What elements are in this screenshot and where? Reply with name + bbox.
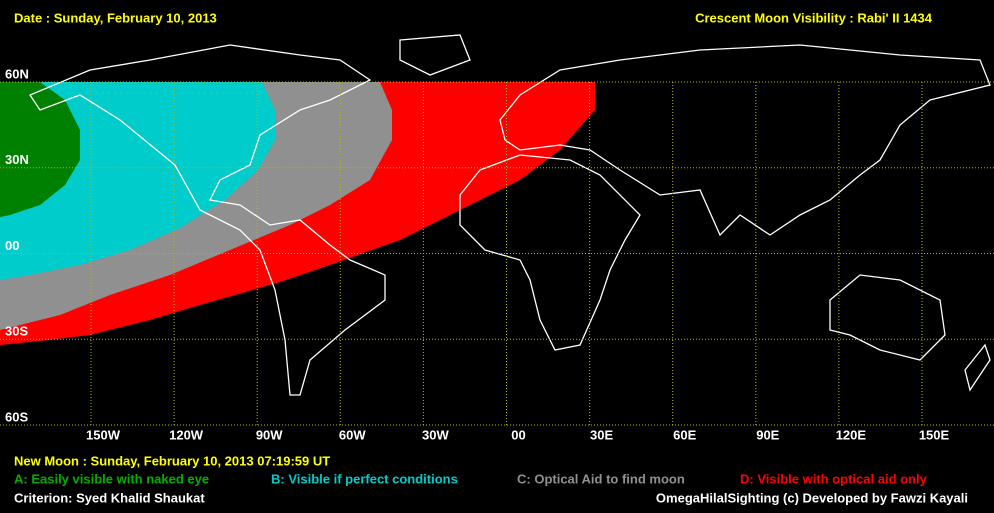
lat-label: 30S — [5, 324, 28, 339]
lon-label: 90E — [756, 427, 779, 442]
lat-label: 60N — [5, 66, 29, 81]
greenland — [399, 34, 471, 76]
title: Crescent Moon Visibility : Rabi' II 1434 — [695, 10, 933, 25]
lon-label: 30W — [422, 427, 449, 442]
legend-item: D: Visible with optical aid only — [740, 471, 928, 486]
lon-label: 120W — [169, 427, 204, 442]
eurasia — [499, 44, 991, 237]
lat-label: 60S — [5, 409, 28, 424]
new-zealand — [964, 343, 991, 392]
legend-item: B: Visible if perfect conditions — [271, 471, 458, 486]
lon-label: 60E — [673, 427, 696, 442]
lon-label: 150E — [919, 427, 950, 442]
credits: OmegaHilalSighting (c) Developed by Fawz… — [656, 490, 968, 505]
americas — [29, 44, 386, 396]
legend-item: A: Easily visible with naked eye — [14, 471, 209, 486]
lon-label: 30E — [590, 427, 613, 442]
zone-a — [0, 82, 80, 217]
lon-label: 90W — [256, 427, 283, 442]
new-moon: New Moon : Sunday, February 10, 2013 07:… — [14, 453, 330, 468]
legend-item: C: Optical Aid to find moon — [517, 471, 685, 486]
criterion: Criterion: Syed Khalid Shaukat — [14, 490, 205, 505]
lon-label: 150W — [86, 427, 121, 442]
date: Date : Sunday, February 10, 2013 — [14, 10, 217, 25]
visibility-zones — [0, 82, 595, 345]
lon-label: 00 — [511, 427, 525, 442]
australia — [829, 274, 946, 361]
graticule: 60N 30N 00 30S 60S 150W 120W 90W 60W 30W 00 30E 60E 9… — [0, 66, 994, 442]
lat-label: 30N — [5, 152, 29, 167]
lon-label: 120E — [836, 427, 867, 442]
lon-label: 60W — [339, 427, 366, 442]
lat-label: 00 — [5, 238, 19, 253]
